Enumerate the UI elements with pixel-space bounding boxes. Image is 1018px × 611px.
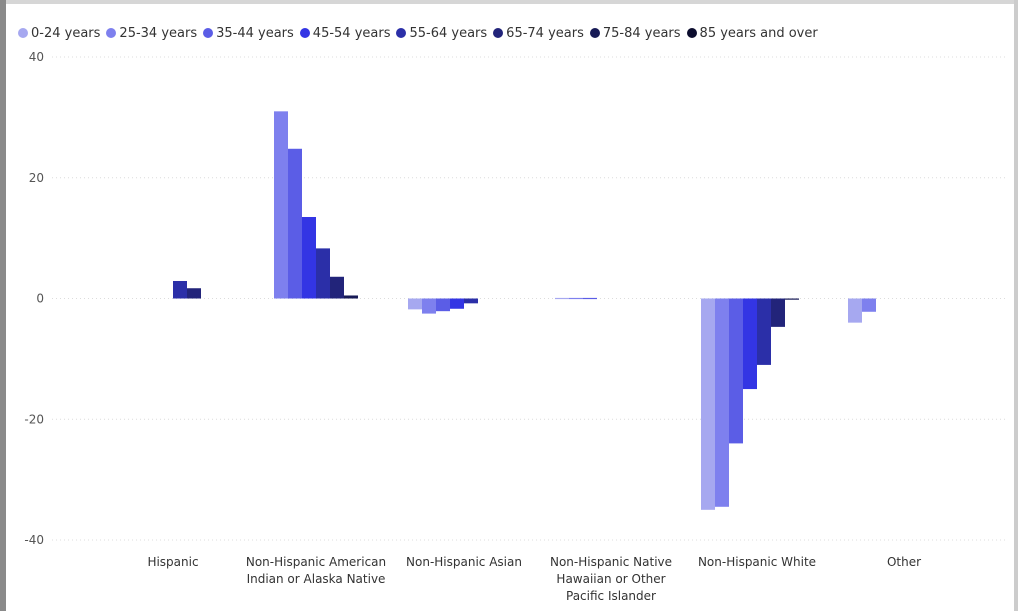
legend-item[interactable]: 85 years and over [686, 25, 818, 41]
bar[interactable] [173, 280, 187, 299]
y-tick-label: 20 [29, 171, 44, 185]
legend-item[interactable]: 75-84 years [589, 25, 681, 41]
y-tick-label: -40 [24, 533, 44, 547]
x-category-label: Hispanic [147, 555, 198, 569]
frame-left-border [0, 0, 6, 611]
frame-top-border [6, 0, 1018, 4]
legend-item[interactable]: 55-64 years [396, 26, 487, 41]
y-tick-label: 40 [29, 50, 44, 64]
x-category-label: Non-Hispanic Asian [406, 555, 522, 569]
y-tick-label: 0 [36, 292, 44, 306]
bar[interactable] [187, 288, 201, 299]
bar[interactable] [583, 297, 597, 300]
x-category-label: Non-Hispanic American [246, 555, 386, 569]
x-category-label: Non-Hispanic White [698, 555, 816, 569]
bar[interactable] [436, 298, 450, 312]
bar[interactable] [862, 298, 876, 312]
bar[interactable] [555, 297, 569, 300]
legend-swatch [299, 28, 310, 38]
legend-item[interactable]: 45-54 years [299, 25, 391, 41]
bar[interactable] [450, 298, 464, 309]
x-category-label: Non-Hispanic Native [550, 555, 672, 569]
bar[interactable] [408, 298, 422, 310]
bar[interactable] [344, 295, 358, 299]
bar[interactable] [464, 298, 478, 304]
bar[interactable] [771, 298, 785, 327]
legend-swatch [18, 28, 28, 38]
legend-label: 55-64 years [409, 25, 488, 41]
legend-label: 0-24 years [31, 25, 101, 41]
bar[interactable] [743, 298, 757, 390]
bar[interactable] [274, 111, 288, 299]
bar[interactable] [330, 276, 344, 299]
legend-swatch [203, 28, 214, 38]
legend-item[interactable]: 0-24 years [18, 26, 100, 41]
bar[interactable] [701, 298, 715, 510]
x-category-label: Indian or Alaska Native [247, 572, 386, 586]
bar[interactable] [569, 297, 583, 300]
y-tick-label: -20 [24, 412, 44, 426]
legend-item[interactable]: 35-44 years [203, 26, 294, 41]
bar[interactable] [288, 148, 302, 299]
legend-label: 25-34 years [119, 25, 198, 41]
x-category-label: Hawaiian or Other [556, 572, 665, 586]
legend-label: 65-74 years [506, 25, 584, 41]
bar[interactable] [422, 298, 436, 314]
bar[interactable] [302, 216, 316, 299]
legend-label: 35-44 years [216, 25, 294, 41]
legend-swatch [106, 28, 117, 38]
bar[interactable] [729, 298, 743, 444]
legend-label: 75-84 years [602, 25, 681, 41]
bar[interactable] [785, 298, 799, 300]
legend-swatch [396, 28, 407, 38]
x-category-label: Other [887, 555, 921, 569]
x-category-label: Pacific Islander [566, 589, 656, 603]
bar[interactable] [715, 298, 729, 507]
bar[interactable] [316, 248, 330, 299]
legend-item[interactable]: 65-74 years [493, 26, 584, 41]
chart-legend: 0-24 years 25-34 years 35-44 years 45-54 ye… [18, 23, 824, 43]
legend-swatch [589, 28, 600, 38]
legend-item[interactable]: 25-34 years [106, 26, 197, 41]
frame-right-border [1014, 0, 1018, 611]
legend-label: 45-54 years [312, 25, 391, 41]
legend-swatch [493, 28, 504, 38]
legend-label: 85 years and over [699, 25, 818, 41]
bar[interactable] [757, 298, 771, 365]
bar[interactable] [848, 298, 862, 323]
legend-swatch [686, 28, 697, 38]
